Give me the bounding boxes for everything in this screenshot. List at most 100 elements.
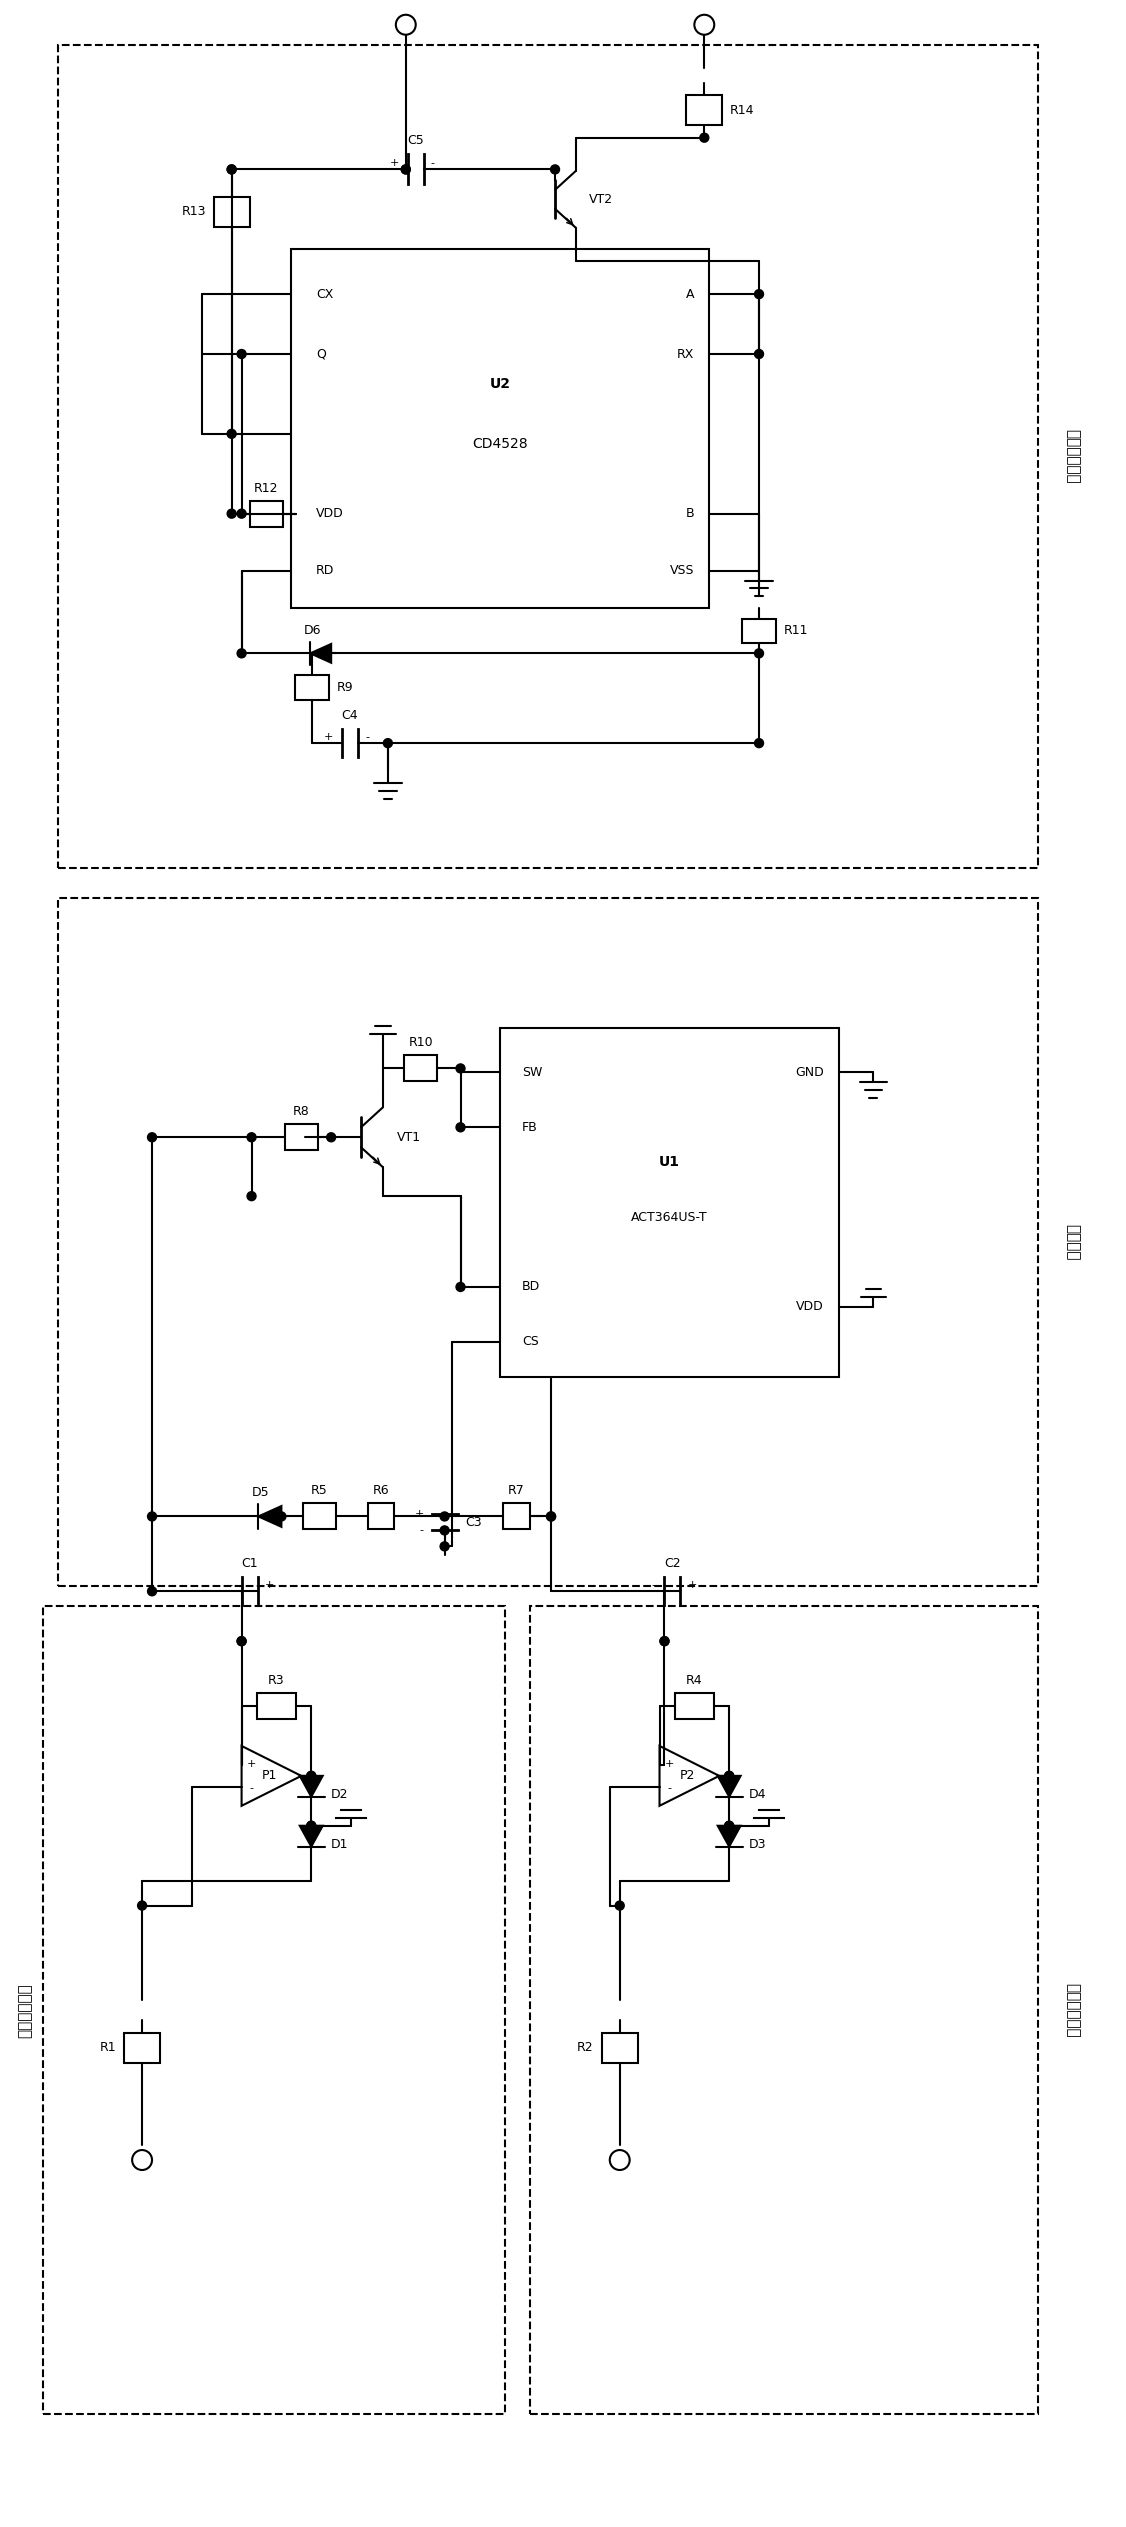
Text: U1: U1 — [659, 1155, 680, 1170]
Text: R11: R11 — [784, 624, 808, 637]
Circle shape — [238, 349, 247, 359]
Circle shape — [754, 738, 763, 748]
Text: SW: SW — [522, 1066, 543, 1079]
Text: R13: R13 — [181, 205, 206, 217]
Bar — [292, 250, 709, 609]
Circle shape — [306, 1822, 315, 1830]
Text: +: + — [414, 1509, 423, 1519]
Text: D5: D5 — [252, 1486, 269, 1499]
Circle shape — [754, 291, 763, 298]
Text: FB: FB — [522, 1122, 538, 1135]
Circle shape — [327, 1132, 336, 1142]
Circle shape — [725, 1822, 734, 1830]
Text: VSS: VSS — [670, 564, 695, 576]
Text: R14: R14 — [730, 104, 754, 116]
Circle shape — [754, 649, 763, 657]
Text: CD4528: CD4528 — [473, 437, 528, 450]
Text: P2: P2 — [680, 1769, 695, 1782]
Text: +: + — [687, 1579, 697, 1589]
Text: BD: BD — [522, 1281, 540, 1294]
Text: D6: D6 — [304, 624, 321, 637]
Bar — [285, 1125, 318, 1150]
Circle shape — [148, 1132, 157, 1142]
Circle shape — [700, 134, 708, 142]
Text: R5: R5 — [311, 1483, 328, 1499]
Text: VDD: VDD — [316, 508, 343, 521]
Bar — [295, 675, 329, 700]
Circle shape — [725, 1822, 734, 1830]
Text: RX: RX — [677, 349, 695, 361]
Circle shape — [306, 1822, 315, 1830]
Circle shape — [610, 2150, 629, 2171]
Text: C5: C5 — [408, 134, 425, 147]
Text: -: - — [652, 1579, 655, 1589]
Circle shape — [551, 164, 560, 174]
Text: D4: D4 — [749, 1789, 766, 1802]
Text: VT1: VT1 — [396, 1130, 421, 1145]
Text: 电流输入电路: 电流输入电路 — [17, 1984, 33, 2037]
Text: C2: C2 — [664, 1557, 681, 1569]
Text: C1: C1 — [241, 1557, 258, 1569]
Circle shape — [148, 1511, 157, 1521]
Circle shape — [247, 1193, 256, 1200]
Circle shape — [456, 1284, 465, 1291]
Circle shape — [277, 1511, 286, 1521]
Text: P1: P1 — [261, 1769, 277, 1782]
Text: R1: R1 — [99, 2042, 116, 2054]
Circle shape — [456, 1064, 465, 1074]
Text: +: + — [247, 1759, 257, 1769]
Circle shape — [401, 164, 410, 174]
Text: D1: D1 — [331, 1837, 348, 1852]
Circle shape — [306, 1771, 315, 1782]
Text: R4: R4 — [686, 1673, 703, 1688]
Circle shape — [132, 2150, 152, 2171]
Text: 耦合电路: 耦合电路 — [1065, 1223, 1080, 1261]
Polygon shape — [717, 1827, 741, 1847]
Text: C4: C4 — [342, 710, 358, 723]
Text: R3: R3 — [268, 1673, 285, 1688]
Bar — [250, 500, 283, 526]
Text: -: - — [250, 1784, 253, 1792]
Circle shape — [401, 164, 410, 174]
Polygon shape — [258, 1506, 282, 1526]
Text: 相位处理电路: 相位处理电路 — [1065, 430, 1080, 485]
Circle shape — [396, 15, 415, 35]
Circle shape — [238, 1637, 247, 1645]
Circle shape — [227, 164, 236, 174]
Bar — [530, 1607, 1038, 2413]
Text: CX: CX — [316, 288, 333, 301]
Circle shape — [615, 1900, 624, 1910]
Text: +: + — [265, 1579, 274, 1589]
Text: +: + — [390, 159, 399, 169]
Bar — [124, 2032, 160, 2062]
Polygon shape — [311, 644, 331, 662]
Circle shape — [383, 738, 392, 748]
Text: D3: D3 — [749, 1837, 766, 1852]
Text: R10: R10 — [409, 1036, 434, 1049]
Text: -: - — [420, 1526, 423, 1536]
Circle shape — [227, 164, 236, 174]
Circle shape — [238, 649, 247, 657]
Text: D2: D2 — [331, 1789, 348, 1802]
Bar — [57, 45, 1038, 867]
Bar — [601, 2032, 637, 2062]
Bar — [404, 1056, 437, 1082]
Text: R8: R8 — [293, 1104, 310, 1119]
Circle shape — [227, 508, 236, 518]
Text: C3: C3 — [465, 1516, 482, 1529]
Text: VDD: VDD — [796, 1301, 824, 1314]
Polygon shape — [300, 1776, 323, 1797]
Text: -: - — [229, 1579, 233, 1589]
Text: R7: R7 — [508, 1483, 525, 1499]
Bar — [500, 1028, 839, 1377]
Bar — [303, 1504, 336, 1529]
Bar — [57, 897, 1038, 1587]
Text: VT2: VT2 — [589, 192, 614, 205]
Circle shape — [137, 1900, 146, 1910]
Bar — [676, 1693, 714, 1718]
Bar — [257, 1693, 296, 1718]
Text: +: + — [324, 733, 333, 743]
Circle shape — [725, 1771, 734, 1782]
Circle shape — [440, 1541, 449, 1552]
Text: Q: Q — [316, 349, 327, 361]
